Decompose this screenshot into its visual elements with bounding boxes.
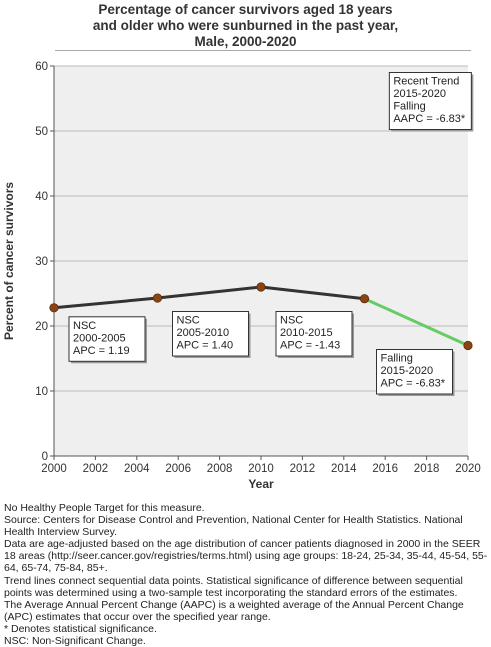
trend-segment-1: [52, 296, 159, 310]
recent-trend-label-line-3: Falling: [393, 101, 425, 113]
footnote-4: Trend lines connect sequential data poin…: [4, 574, 463, 599]
x-tick-label: 2006: [165, 463, 191, 475]
x-tick-label: 2000: [41, 463, 67, 475]
recent-trend-label-line-2: 2015-2020: [393, 88, 446, 100]
segment-label-4-line-1: Falling: [381, 353, 413, 365]
footnote-2: Source: Centers for Disease Control and …: [4, 514, 463, 539]
trend-segment-4: [363, 297, 470, 347]
segment-label-4-line-3: APC = -6.83*: [381, 378, 446, 390]
data-point-2000: [49, 303, 59, 313]
segment-label-1-box: [68, 316, 146, 362]
x-tick-label: 2008: [207, 463, 233, 475]
segment-label-2-box: [172, 311, 249, 357]
segment-label-2-line-1: NSC: [177, 315, 200, 327]
data-points: [49, 282, 473, 351]
x-axis-label: Year: [248, 477, 274, 491]
footnote-3: Data are age-adjusted based on the age d…: [4, 538, 488, 575]
chart-title-line-3: Male, 2000-2020: [194, 34, 297, 49]
y-tick-label: 50: [35, 126, 48, 138]
segment-label-3-line-3: APC = -1.43: [280, 340, 340, 352]
segment-label-1-line-2: 2000-2005: [73, 332, 126, 344]
chart-title-line-2: and older who were sunburned in the past…: [92, 18, 399, 33]
chart-title-line-1: Percentage of cancer survivors aged 18 y…: [98, 2, 393, 17]
y-tick-label: 60: [35, 61, 48, 73]
segment-label-1-line-3: APC = 1.19: [73, 345, 130, 357]
footnote-5: The Average Annual Percent Change (AAPC)…: [4, 598, 464, 623]
x-tick-label: 2010: [248, 463, 274, 475]
segment-label-2-line-2: 2005-2010: [177, 327, 230, 339]
segment-label-4-box: [376, 349, 453, 395]
segment-label-4-line-2: 2015-2020: [381, 365, 434, 377]
y-tick-label: 10: [35, 386, 48, 398]
segment-label-2-line-3: APC = 1.40: [177, 340, 234, 352]
segment-label-3-box: [275, 311, 353, 357]
y-tick-label: 0: [42, 451, 48, 463]
x-tick-label: 2020: [455, 463, 481, 475]
recent-trend-label-line-1: Recent Trend: [393, 76, 459, 88]
footnote-1: No Healthy People Target for this measur…: [4, 502, 205, 514]
trend-segment-2: [156, 285, 263, 300]
x-tick-label: 2002: [83, 463, 109, 475]
segment-label-1-line-1: NSC: [73, 320, 96, 332]
chart-title: Percentage of cancer survivors aged 18 y…: [0, 2, 491, 50]
recent-trend-label-line-4: AAPC = -6.83*: [393, 113, 466, 125]
x-tick-label: 2014: [331, 463, 357, 475]
x-tick-label: 2004: [124, 463, 150, 475]
line-chart: 0 10 20 30 40 50 60 2000 2002 2004 2006 2008 2010 201…: [2, 61, 481, 491]
x-tick-label: 2012: [290, 463, 316, 475]
y-tick-label: 30: [35, 256, 48, 268]
segment-label-3-line-2: 2010-2015: [280, 327, 333, 339]
data-point-2020: [463, 340, 473, 351]
segment-label-3-line-1: NSC: [280, 315, 303, 327]
recent-trend-label-box: [388, 72, 472, 130]
title-divider: [55, 50, 471, 51]
data-point-2010: [256, 282, 266, 292]
series-lines: [52, 285, 470, 347]
footnote-6: * Denotes statistical significance.: [4, 622, 157, 635]
x-tick-label: 2018: [414, 463, 440, 475]
y-tick-label: 20: [35, 321, 48, 333]
x-tick-label: 2016: [372, 463, 398, 475]
data-point-2005: [152, 293, 163, 303]
axes: 0 10 20 30 40 50 60 2000 2002 2004 2006 2008 2010 201…: [35, 61, 481, 475]
footnotes: No Healthy People Target for this measur…: [4, 502, 488, 647]
trend-segment-3: [259, 285, 366, 301]
footnote-7: NSC: Non-Significant Change.: [4, 635, 146, 647]
y-tick-label: 40: [35, 191, 48, 203]
data-point-2015: [359, 294, 370, 304]
y-axis-label: Percent of cancer survivors: [2, 182, 16, 340]
